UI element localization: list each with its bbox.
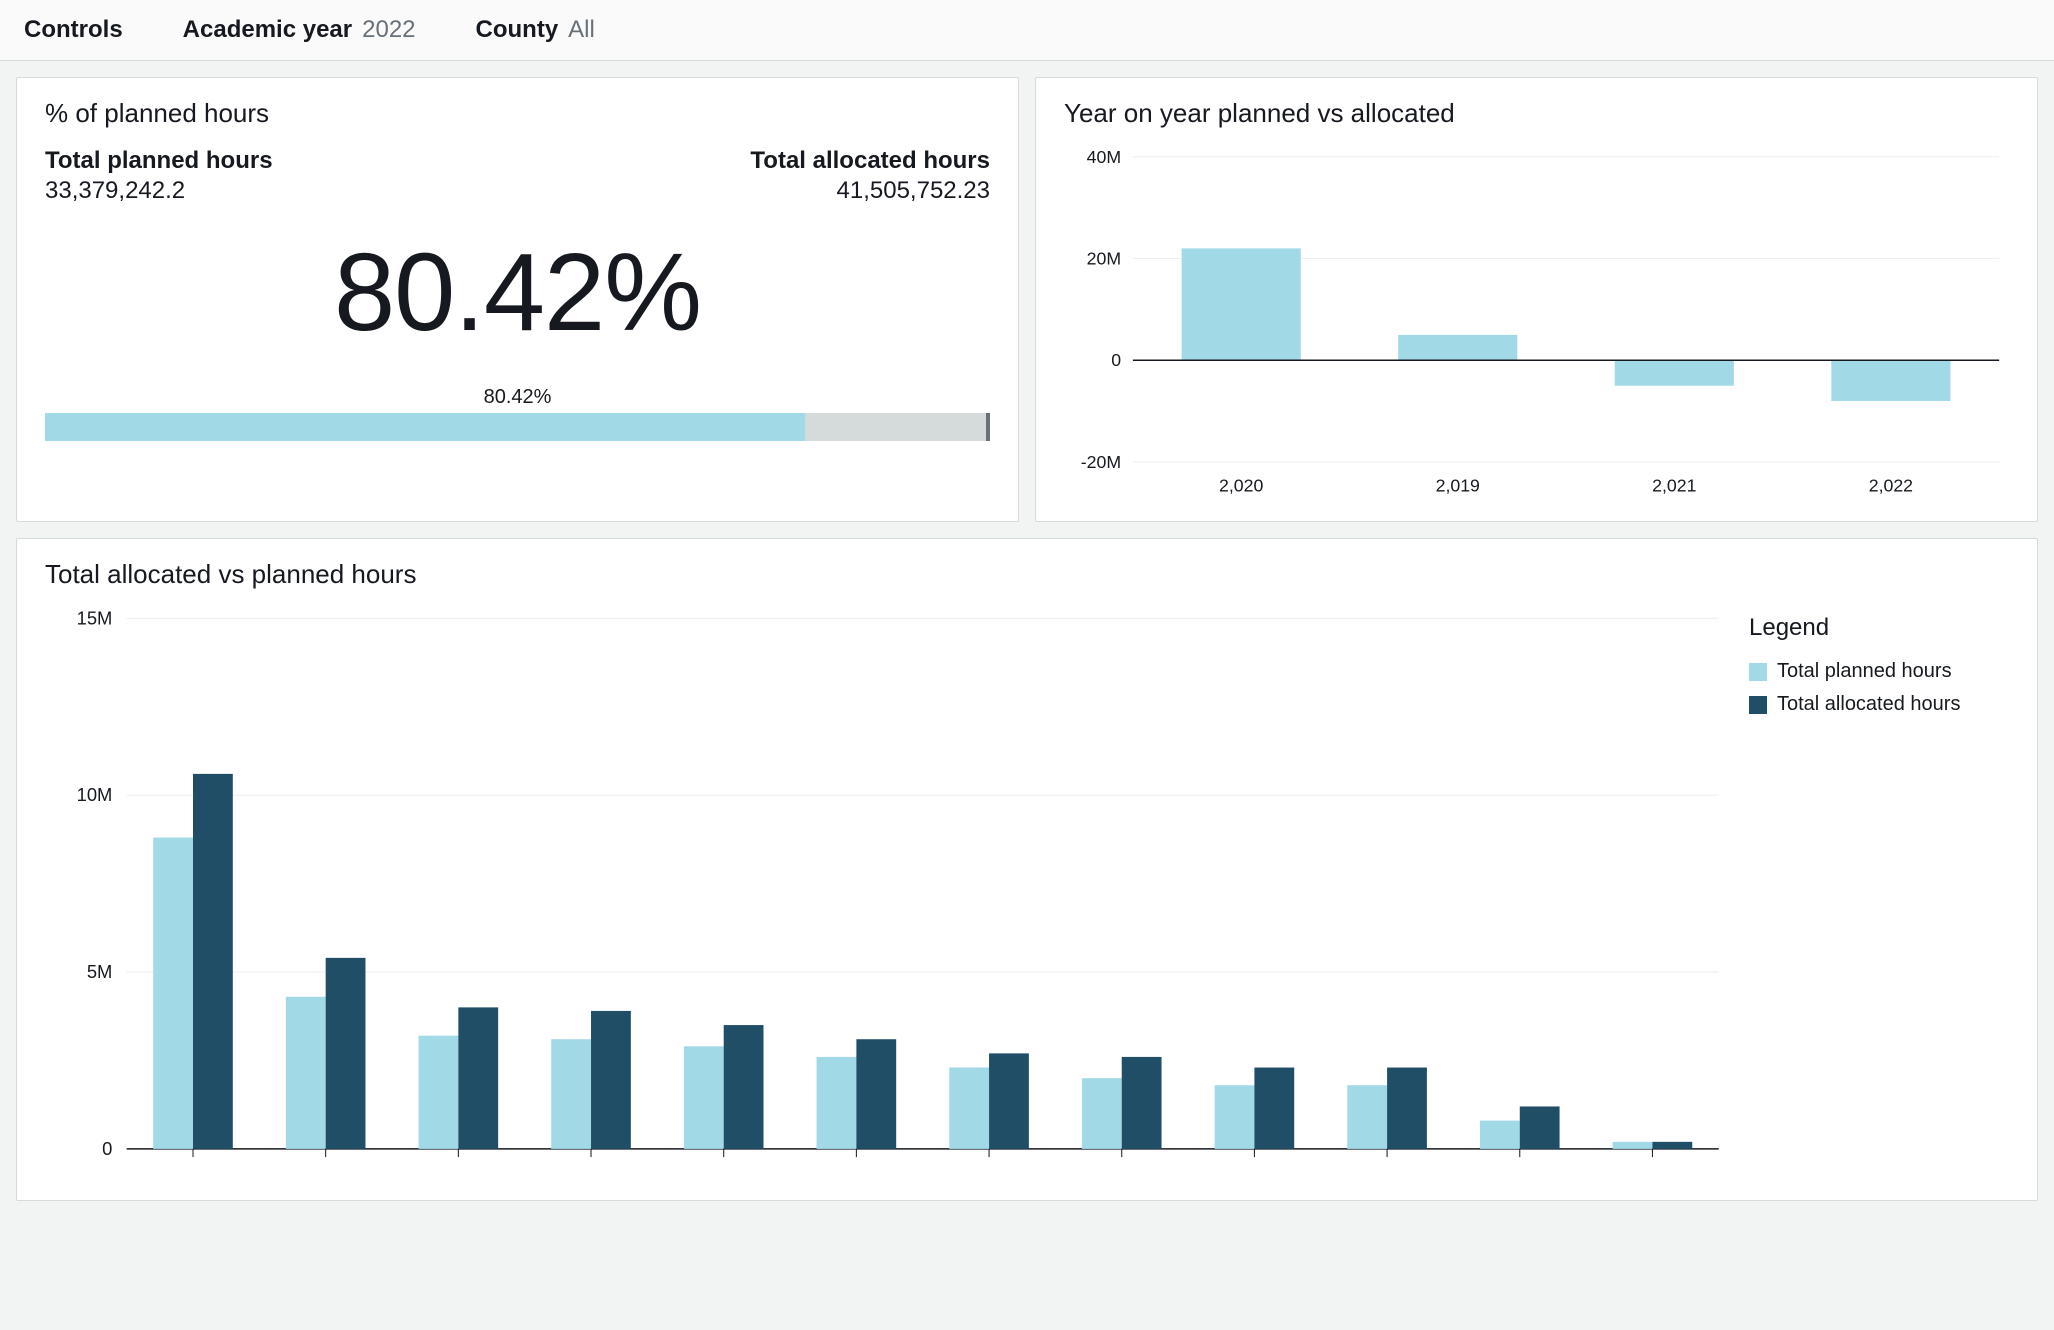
filter-academic-year-label: Academic year bbox=[183, 16, 352, 44]
svg-text:20M: 20M bbox=[1087, 248, 1121, 268]
grouped-chart: 0 5M 10M 15M bbox=[45, 608, 1729, 1180]
panel-title: Year on year planned vs allocated bbox=[1064, 98, 2009, 129]
controls-bar: Controls Academic year 2022 County All bbox=[0, 0, 2054, 61]
svg-text:-20M: -20M bbox=[1081, 452, 1121, 472]
svg-text:2,022: 2,022 bbox=[1869, 476, 1913, 496]
progress-label: 80.42% bbox=[45, 386, 990, 409]
kpi-planned-value: 33,379,242.2 bbox=[45, 177, 273, 205]
svg-text:2,020: 2,020 bbox=[1219, 476, 1263, 496]
svg-text:2,021: 2,021 bbox=[1652, 476, 1696, 496]
legend: Legend Total planned hours Total allocate… bbox=[1749, 608, 2009, 1180]
filter-county-value: All bbox=[568, 16, 595, 44]
yoy-chart: -20M 0 20M 40M 2,020 2,019 2,021 2,022 bbox=[1064, 147, 2009, 501]
legend-title: Legend bbox=[1749, 614, 2009, 642]
panel-grouped: Total allocated vs planned hours 0 5M 10M 1… bbox=[16, 538, 2038, 1201]
svg-text:5M: 5M bbox=[87, 962, 113, 983]
legend-item[interactable]: Total allocated hours bbox=[1749, 693, 2009, 716]
kpi-allocated-label: Total allocated hours bbox=[750, 147, 990, 175]
legend-label: Total allocated hours bbox=[1777, 693, 1960, 716]
legend-swatch bbox=[1749, 696, 1767, 714]
svg-text:10M: 10M bbox=[77, 785, 113, 806]
svg-text:15M: 15M bbox=[77, 608, 113, 628]
filter-academic-year[interactable]: Academic year 2022 bbox=[183, 16, 416, 44]
panel-title: % of planned hours bbox=[45, 98, 990, 129]
svg-text:40M: 40M bbox=[1087, 147, 1121, 167]
panel-yoy: Year on year planned vs allocated -20M 0 2… bbox=[1035, 77, 2038, 522]
controls-label[interactable]: Controls bbox=[24, 16, 123, 44]
legend-swatch bbox=[1749, 663, 1767, 681]
legend-item[interactable]: Total planned hours bbox=[1749, 660, 2009, 683]
filter-county[interactable]: County All bbox=[476, 16, 595, 44]
filter-academic-year-value: 2022 bbox=[362, 16, 415, 44]
panel-percent-planned-hours: % of planned hours Total planned hours 3… bbox=[16, 77, 1019, 522]
svg-text:0: 0 bbox=[102, 1138, 112, 1159]
svg-text:0: 0 bbox=[1111, 350, 1121, 370]
kpi-planned-label: Total planned hours bbox=[45, 147, 273, 175]
kpi-allocated-value: 41,505,752.23 bbox=[750, 177, 990, 205]
panel-title: Total allocated vs planned hours bbox=[45, 559, 2009, 590]
svg-text:2,019: 2,019 bbox=[1436, 476, 1480, 496]
kpi-percent: 80.42% bbox=[45, 229, 990, 356]
progress-bar: 80.42% bbox=[45, 386, 990, 441]
legend-label: Total planned hours bbox=[1777, 660, 1952, 683]
filter-county-label: County bbox=[476, 16, 559, 44]
